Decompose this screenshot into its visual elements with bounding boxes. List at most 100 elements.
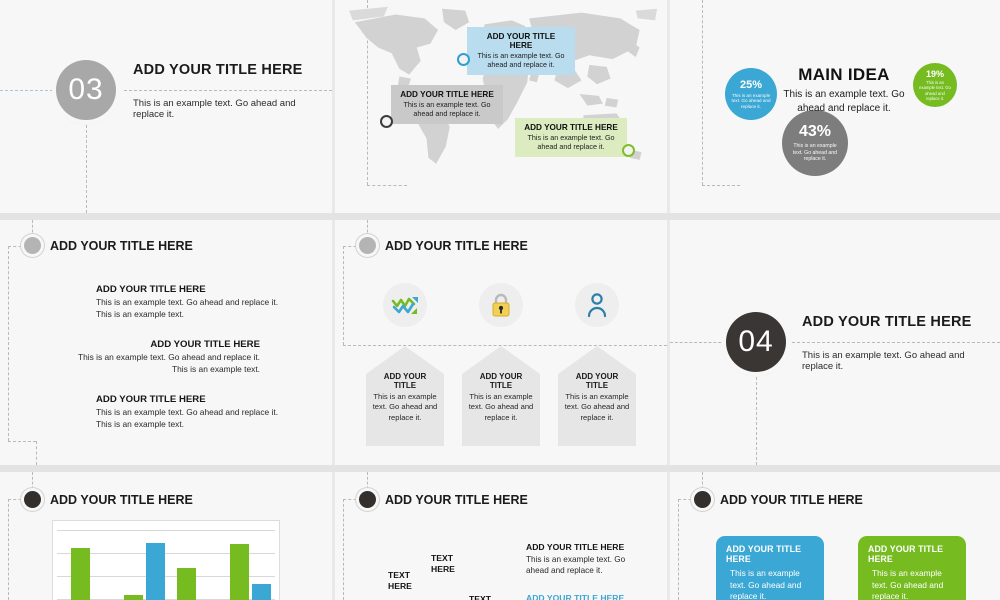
idea-connector-vertical [702, 0, 703, 185]
page-title: ADD YOUR TITLE HERE [802, 314, 972, 330]
panel-header[interactable]: ADD YOUR TITLE HERE [359, 491, 528, 508]
callout-body: This is an example text. Go ahead and re… [527, 133, 615, 152]
text-block-body: This is an example text. Go ahead and re… [77, 352, 260, 374]
section-number: 03 [68, 73, 104, 106]
percent-circle-green[interactable]: 19% This is an example text. Go ahead an… [913, 63, 957, 107]
idea-connector-horizontal [702, 185, 740, 186]
feature-card-3[interactable]: ADD YOUR TITLE This is an example text. … [558, 346, 636, 446]
panel-staircase[interactable]: ADD YOUR TITLE HERE TEXT HERE TEXT HERE … [335, 472, 667, 600]
section-number: 04 [738, 325, 774, 358]
connector-dash-down [86, 120, 87, 213]
page-subtitle: This is an example text. Go ahead and re… [133, 98, 296, 120]
text-block-1: ADD YOUR TITLE HERE This is an example t… [96, 284, 294, 321]
icons-connector-in [343, 246, 367, 247]
list-connector-bottom [36, 441, 37, 465]
main-idea-body: This is an example text. Go ahead and re… [783, 89, 905, 114]
bar-blue-4 [252, 584, 271, 600]
feature-card-1[interactable]: ADD YOUR TITLE This is an example text. … [366, 346, 444, 446]
s04-connector-left [670, 342, 726, 343]
percent-body: This is an example text. Go ahead and re… [919, 80, 951, 101]
icons-connector-top [367, 220, 368, 242]
stair-side-block-2: ADD YOUR TITLE HERE This is an example t… [526, 593, 650, 600]
stair-step-3: TEXT HERE [469, 594, 491, 600]
percent-body: This is an example text. Go ahead and re… [792, 143, 838, 163]
icons-connector-side [343, 246, 344, 345]
padlock-icon[interactable] [479, 283, 523, 327]
map-callout-blue[interactable]: ADD YOUR TITLE HERE This is an example t… [467, 27, 575, 76]
panel-world-map[interactable]: ADD YOUR TITLE HERE This is an example t… [335, 0, 667, 213]
slide-row-top: 03 ADD YOUR TITLE HERE This is an exampl… [0, 0, 1000, 213]
map-callout-green[interactable]: ADD YOUR TITLE HERE This is an example t… [515, 118, 627, 158]
bar-green-3 [177, 568, 196, 600]
main-idea-heading: MAIN IDEA [798, 65, 890, 84]
world-map-svg [349, 6, 658, 164]
panel-title: ADD YOUR TITLE HERE [385, 492, 528, 507]
person-glyph [587, 293, 607, 318]
panel-section-03[interactable]: 03 ADD YOUR TITLE HERE This is an exampl… [0, 0, 332, 213]
feature-title: ADD YOUR TITLE [575, 372, 619, 390]
percent-body: This is an example text. Go ahead and re… [731, 92, 771, 109]
feature-body: This is an example text. Go ahead and re… [372, 392, 438, 422]
header-bullet-icon [24, 237, 41, 254]
text-block-title: ADD YOUR TITLE HERE [150, 339, 260, 350]
feature-body: This is an example text. Go ahead and re… [468, 392, 534, 422]
cards-connector-side [678, 499, 679, 600]
text-block-3: ADD YOUR TITLE HERE This is an example t… [96, 394, 294, 431]
zigzag-arrow-glyph [391, 297, 418, 314]
panel-header[interactable]: ADD YOUR TITLE HERE [694, 491, 863, 508]
panel-color-cards[interactable]: ADD YOUR TITLE HERE ADD YOUR TITLE HERE … [670, 472, 1000, 600]
cards-connector-in [678, 499, 702, 500]
panel-title: ADD YOUR TITLE HERE [50, 238, 193, 253]
bar-green-1 [71, 548, 90, 600]
connector-dash-right [124, 90, 332, 91]
panel-bar-chart[interactable]: ADD YOUR TITLE HERE [0, 472, 332, 600]
bar-chart[interactable] [52, 520, 280, 600]
text-block-title: ADD YOUR TITLE HERE [96, 394, 206, 405]
panel-title: ADD YOUR TITLE HERE [385, 238, 528, 253]
slide-row-middle: ADD YOUR TITLE HERE ADD YOUR TITLE HERE … [0, 220, 1000, 465]
section-number-badge[interactable]: 03 [56, 60, 116, 120]
map-marker-blue[interactable] [457, 53, 470, 66]
person-icon[interactable] [575, 283, 619, 327]
feature-card-2[interactable]: ADD YOUR TITLE This is an example text. … [462, 346, 540, 446]
zigzag-arrow-icon[interactable] [383, 283, 427, 327]
callout-body: This is an example text. Go ahead and re… [477, 51, 565, 70]
connector-dash-left [0, 90, 58, 91]
panel-text-list[interactable]: ADD YOUR TITLE HERE ADD YOUR TITLE HERE … [0, 220, 332, 465]
callout-title: ADD YOUR TITLE HERE [400, 90, 494, 99]
color-card-blue[interactable]: ADD YOUR TITLE HERE This is an example t… [716, 536, 824, 600]
percent-circle-blue[interactable]: 25% This is an example text. Go ahead an… [725, 68, 777, 120]
stair-step-1: TEXT HERE [388, 570, 412, 591]
page-subtitle: This is an example text. Go ahead and re… [802, 350, 965, 372]
percent-value: 25% [739, 78, 763, 91]
color-card-green[interactable]: ADD YOUR TITLE HERE This is an example t… [858, 536, 966, 600]
stair-connector-top [367, 472, 368, 494]
main-idea-text: MAIN IDEA This is an example text. Go ah… [774, 65, 914, 115]
map-marker-green[interactable] [622, 144, 635, 157]
stair-connector-side [343, 499, 344, 600]
map-callout-gray[interactable]: ADD YOUR TITLE HERE This is an example t… [391, 85, 503, 125]
feature-title: ADD YOUR TITLE [479, 372, 523, 390]
header-bullet-icon [359, 491, 376, 508]
map-marker-dark[interactable] [380, 115, 393, 128]
percent-value: 43% [798, 123, 832, 141]
callout-title: ADD YOUR TITLE HERE [524, 123, 618, 132]
list-connector-side [8, 246, 9, 441]
icons-connector-across [343, 345, 667, 346]
panel-header[interactable]: ADD YOUR TITLE HERE [359, 237, 528, 254]
percent-circle-gray[interactable]: 43% This is an example text. Go ahead an… [782, 110, 848, 176]
map-connector-horizontal [367, 185, 407, 186]
section-number-badge[interactable]: 04 [726, 312, 786, 372]
panel-header[interactable]: ADD YOUR TITLE HERE [24, 491, 193, 508]
card-title: ADD YOUR TITLE HERE [868, 544, 944, 564]
panel-main-idea[interactable]: 25% This is an example text. Go ahead an… [670, 0, 1000, 213]
panel-icon-features[interactable]: ADD YOUR TITLE HERE [335, 220, 667, 465]
panel-header[interactable]: ADD YOUR TITLE HERE [24, 237, 193, 254]
chart-connector-top [32, 472, 33, 494]
header-bullet-icon [359, 237, 376, 254]
card-title: ADD YOUR TITLE HERE [726, 544, 802, 564]
stair-connector-in [343, 499, 367, 500]
panel-section-04[interactable]: 04 ADD YOUR TITLE HERE This is an exampl… [670, 220, 1000, 465]
panel-title: ADD YOUR TITLE HERE [50, 492, 193, 507]
